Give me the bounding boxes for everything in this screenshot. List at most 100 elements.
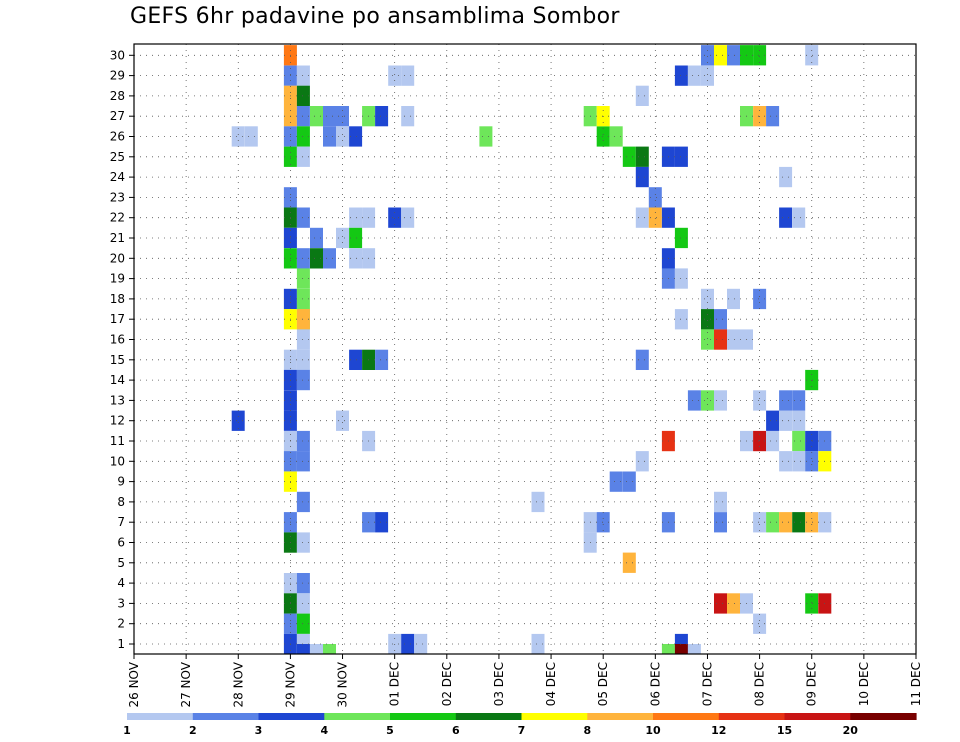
heatmap-cell [805, 512, 819, 533]
heatmap-cell [596, 512, 610, 533]
heatmap-cell [609, 126, 623, 147]
x-tick-label: 29 NOV [283, 661, 297, 707]
colorbar-label: 12 [711, 724, 726, 737]
heatmap-cell [336, 126, 349, 147]
heatmap-cell [779, 410, 793, 431]
y-tick-label: 20 [110, 251, 125, 265]
heatmap-cell [596, 126, 610, 147]
heatmap-cell [622, 552, 636, 573]
heatmap-cell [296, 126, 310, 147]
y-tick-label: 10 [110, 454, 125, 468]
heatmap-cell [296, 309, 310, 330]
heatmap-cell [296, 573, 310, 594]
heatmap-cell [714, 512, 727, 533]
heatmap-cell [296, 268, 310, 289]
y-tick-label: 8 [117, 495, 125, 509]
heatmap-cell [727, 288, 740, 310]
colorbar: 1 2 3 4 5 6 7 8 10 12 15 20 [123, 713, 917, 737]
heatmap-cell [336, 227, 349, 249]
x-tick-label: 01 DEC [388, 662, 402, 706]
heatmap-cell [714, 593, 727, 614]
colorbar-label: 6 [452, 724, 460, 737]
colorbar-label: 1 [123, 724, 131, 737]
heatmap-cell [753, 390, 767, 411]
heatmap-cell [805, 593, 819, 614]
x-tick-label: 26 NOV [127, 661, 141, 707]
heatmap-cell [296, 613, 310, 634]
y-tick-label: 12 [110, 414, 125, 428]
y-tick-label: 24 [110, 170, 125, 184]
heatmap-cell [753, 613, 767, 634]
heatmap-cell [805, 430, 819, 452]
colorbar-swatch [850, 713, 917, 720]
heatmap-cell [766, 106, 780, 127]
heatmap-cell [674, 309, 688, 330]
y-tick-label: 29 [110, 69, 125, 83]
heatmap-cell [296, 491, 310, 513]
heatmap-cell [401, 207, 415, 228]
heatmap-cell [779, 207, 793, 228]
y-tick-label: 1 [117, 637, 125, 651]
heatmap-cell [687, 644, 701, 654]
heatmap-cell [779, 512, 793, 533]
heatmap-cell [296, 146, 310, 167]
heatmap-cell [779, 390, 793, 411]
heatmap-cell [714, 491, 727, 513]
heatmap-cell [635, 85, 649, 106]
colorbar-label: 10 [645, 724, 661, 737]
y-tick-label: 22 [110, 211, 125, 225]
y-tick-label: 23 [110, 190, 125, 204]
heatmap-cell [701, 288, 714, 310]
heatmap-cell [648, 187, 662, 208]
heatmap-cell [401, 65, 415, 86]
heatmap-cell [792, 451, 806, 472]
y-tick-label: 3 [117, 596, 125, 610]
heatmap-cell [375, 106, 389, 127]
heatmap-cell [336, 410, 349, 431]
heatmap-cell [727, 329, 740, 350]
heatmap-cell [231, 126, 245, 147]
y-tick-label: 21 [110, 231, 125, 245]
heatmap-cell [701, 329, 714, 350]
heatmap-cell [296, 85, 310, 106]
heatmap-cell [609, 471, 623, 492]
heatmap-cell [296, 451, 310, 472]
colorbar-swatch [390, 713, 457, 720]
heatmap-cell [753, 512, 767, 533]
x-tick-label: 10 DEC [857, 662, 871, 706]
heatmap-cell [622, 146, 636, 167]
heatmap-cell [296, 593, 310, 614]
heatmap-cell [479, 126, 493, 147]
heatmap-cell [531, 633, 545, 655]
heatmap-cell [323, 126, 336, 147]
x-tick-label: 05 DEC [596, 662, 610, 706]
y-tick-label: 6 [117, 536, 125, 550]
y-tick-label: 4 [117, 576, 125, 590]
heatmap-cell [296, 207, 310, 228]
heatmap-cell [296, 349, 310, 370]
y-tick-label: 18 [110, 292, 125, 306]
colorbar-swatch [127, 713, 194, 720]
x-tick-label: 04 DEC [544, 662, 558, 706]
colorbar-label: 7 [518, 724, 526, 737]
x-tick-label: 07 DEC [700, 662, 714, 706]
heatmap-cell [323, 644, 336, 654]
heatmap-cell [792, 410, 806, 431]
y-tick-label: 9 [117, 475, 125, 489]
y-tick-label: 13 [110, 393, 125, 407]
heatmap-cell [244, 126, 258, 147]
heatmap-cell [349, 349, 363, 370]
heatmap-cell [792, 390, 806, 411]
heatmap-cell [714, 329, 727, 350]
y-tick-label: 15 [110, 353, 125, 367]
colorbar-label: 15 [777, 724, 792, 737]
chart-title: GEFS 6hr padavine po ansamblima Sombor [130, 4, 620, 29]
y-tick-label: 28 [110, 89, 125, 103]
heatmap-cells [231, 45, 832, 655]
heatmap-cell [296, 430, 310, 452]
heatmap-cell [753, 288, 767, 310]
y-tick-label: 7 [117, 515, 125, 529]
colorbar-label: 4 [320, 724, 328, 737]
heatmap-cell [661, 644, 675, 654]
